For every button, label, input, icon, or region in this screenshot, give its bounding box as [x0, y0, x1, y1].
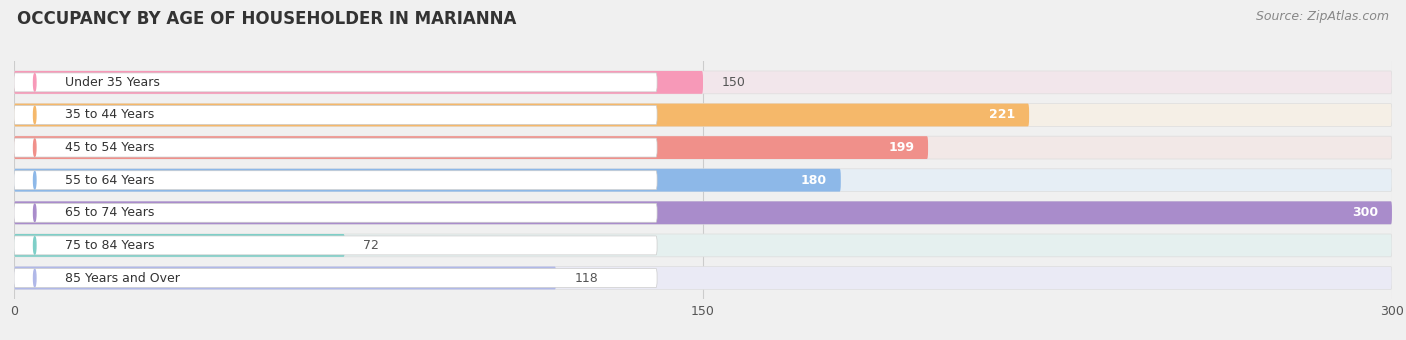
FancyBboxPatch shape [14, 136, 928, 159]
FancyBboxPatch shape [14, 269, 657, 287]
FancyBboxPatch shape [14, 169, 841, 192]
FancyBboxPatch shape [14, 136, 1392, 159]
FancyBboxPatch shape [14, 104, 1392, 126]
Text: 35 to 44 Years: 35 to 44 Years [65, 108, 153, 121]
FancyBboxPatch shape [14, 73, 657, 92]
FancyBboxPatch shape [14, 236, 657, 255]
Text: 199: 199 [889, 141, 914, 154]
FancyBboxPatch shape [14, 201, 1392, 224]
Text: 300: 300 [1353, 206, 1378, 219]
Circle shape [34, 237, 37, 254]
Text: 180: 180 [801, 174, 827, 187]
FancyBboxPatch shape [14, 267, 555, 289]
FancyBboxPatch shape [14, 138, 657, 157]
Text: 221: 221 [988, 108, 1015, 121]
Text: Under 35 Years: Under 35 Years [65, 76, 159, 89]
FancyBboxPatch shape [14, 169, 1392, 192]
Text: 65 to 74 Years: 65 to 74 Years [65, 206, 155, 219]
FancyBboxPatch shape [14, 104, 1029, 126]
Circle shape [34, 204, 37, 221]
FancyBboxPatch shape [14, 203, 657, 222]
Circle shape [34, 74, 37, 91]
Text: 118: 118 [575, 272, 598, 285]
Text: Source: ZipAtlas.com: Source: ZipAtlas.com [1256, 10, 1389, 23]
FancyBboxPatch shape [14, 105, 657, 124]
Text: 85 Years and Over: 85 Years and Over [65, 272, 180, 285]
Text: 72: 72 [363, 239, 380, 252]
Circle shape [34, 139, 37, 156]
FancyBboxPatch shape [14, 267, 1392, 289]
Text: 150: 150 [721, 76, 745, 89]
Circle shape [34, 106, 37, 124]
Circle shape [34, 171, 37, 189]
FancyBboxPatch shape [14, 201, 1392, 224]
FancyBboxPatch shape [14, 71, 703, 94]
FancyBboxPatch shape [14, 171, 657, 190]
Text: 55 to 64 Years: 55 to 64 Years [65, 174, 155, 187]
FancyBboxPatch shape [14, 71, 1392, 94]
Circle shape [34, 269, 37, 287]
Text: 75 to 84 Years: 75 to 84 Years [65, 239, 155, 252]
Text: OCCUPANCY BY AGE OF HOUSEHOLDER IN MARIANNA: OCCUPANCY BY AGE OF HOUSEHOLDER IN MARIA… [17, 10, 516, 28]
FancyBboxPatch shape [14, 234, 1392, 257]
Text: 45 to 54 Years: 45 to 54 Years [65, 141, 155, 154]
FancyBboxPatch shape [14, 234, 344, 257]
